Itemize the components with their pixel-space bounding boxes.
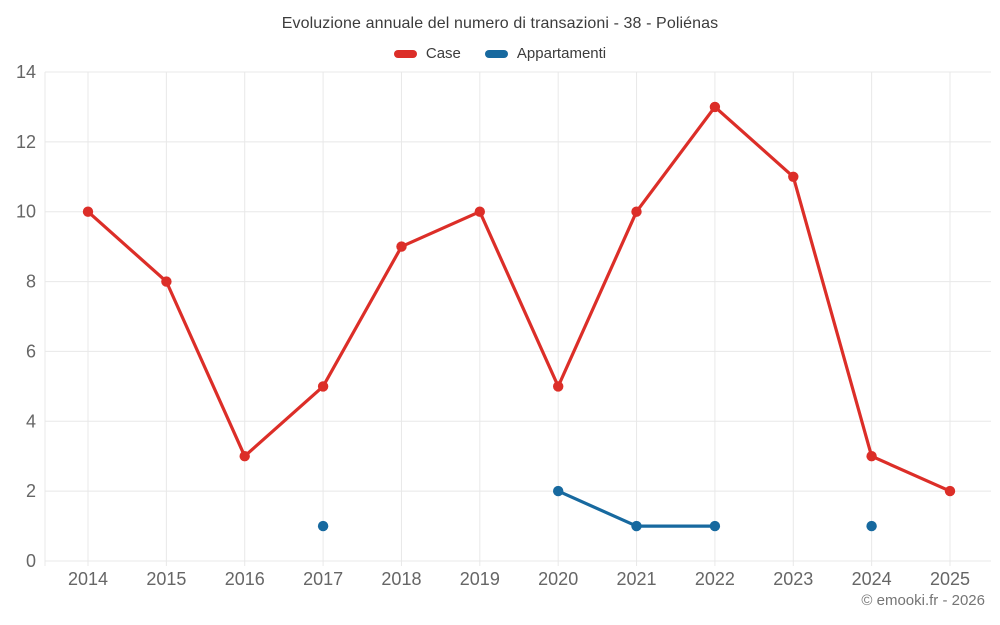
copyright-footer: © emooki.fr - 2026 (861, 592, 985, 609)
y-tick-label-6: 6 (26, 341, 36, 361)
data-point-case-2022[interactable] (709, 101, 721, 113)
x-tick-label-2014: 2014 (68, 569, 108, 589)
data-point-case-2024[interactable] (866, 451, 877, 462)
x-tick-label-2017: 2017 (303, 569, 343, 589)
data-point-case-2018[interactable] (396, 241, 407, 252)
legend-label: Case (425, 45, 461, 62)
data-point-case-2021[interactable] (631, 206, 642, 217)
y-tick-label-10: 10 (16, 202, 36, 222)
data-point-case-2014[interactable] (82, 206, 94, 217)
x-tick-label-2024: 2024 (852, 569, 892, 589)
data-point-case-2016[interactable] (239, 451, 250, 462)
x-tick-label-2021: 2021 (617, 569, 657, 589)
legend-swatch-case (393, 49, 417, 58)
data-point-appartamenti-2017[interactable] (317, 520, 329, 532)
y-tick-label-2: 2 (26, 481, 36, 501)
x-tick-label-2020: 2020 (538, 569, 578, 589)
data-point-case-2015[interactable] (161, 276, 172, 287)
x-tick-label-2022: 2022 (695, 569, 735, 589)
chart-legend: Case Appartamenti (0, 45, 1000, 62)
data-point-case-2017[interactable] (317, 381, 329, 392)
data-point-case-2020[interactable] (553, 381, 564, 392)
legend-swatch-appartamenti (484, 49, 508, 58)
x-tick-label-2018: 2018 (381, 569, 421, 589)
data-point-case-2019[interactable] (474, 206, 485, 217)
x-tick-label-2015: 2015 (146, 569, 186, 589)
legend-item-case[interactable]: Case (393, 45, 461, 62)
y-tick-label-12: 12 (16, 132, 36, 152)
x-tick-label-2016: 2016 (225, 569, 265, 589)
data-point-appartamenti-2020[interactable] (553, 485, 564, 497)
y-tick-label-4: 4 (26, 411, 36, 431)
x-tick-label-2023: 2023 (773, 569, 813, 589)
x-tick-label-2025: 2025 (930, 569, 970, 589)
chart-title: Evoluzione annuale del numero di transaz… (281, 15, 719, 32)
data-point-appartamenti-2022[interactable] (709, 520, 721, 532)
y-tick-label-0: 0 (26, 551, 36, 571)
legend-item-appartamenti[interactable]: Appartamenti (484, 45, 607, 62)
x-tick-label-2019: 2019 (460, 569, 500, 589)
data-point-appartamenti-2021[interactable] (631, 520, 642, 532)
series-line-case (86, 105, 952, 493)
legend-label: Appartamenti (516, 45, 607, 62)
data-point-case-2023[interactable] (788, 171, 799, 182)
data-point-case-2025[interactable] (944, 485, 956, 497)
data-point-appartamenti-2024[interactable] (866, 520, 877, 532)
y-tick-label-14: 14 (16, 62, 36, 82)
y-tick-label-8: 8 (26, 272, 36, 292)
